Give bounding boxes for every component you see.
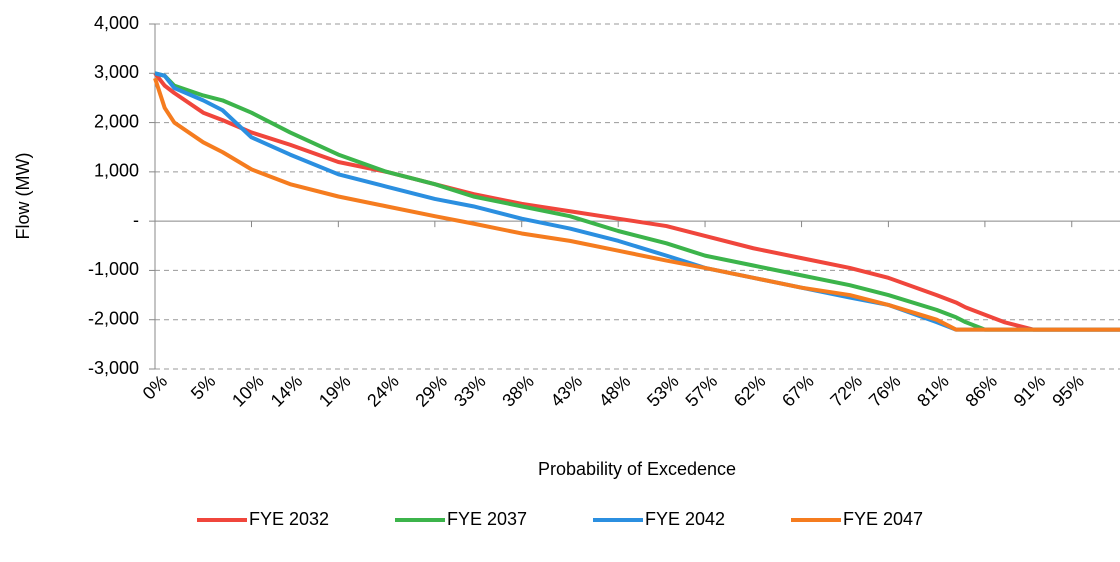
x-tick-label: 91%	[1010, 371, 1050, 411]
y-tick-label: 4,000	[94, 13, 139, 33]
series-line	[153, 72, 1120, 332]
series-line	[154, 71, 1120, 332]
x-tick-label: 0%	[139, 371, 172, 404]
x-tick-label: 43%	[547, 371, 587, 411]
y-tick-label: -	[133, 210, 139, 230]
x-tick-label: 62%	[730, 371, 770, 411]
x-tick-label: 53%	[643, 371, 683, 411]
series-line	[154, 71, 1120, 332]
x-tick-label: 57%	[682, 371, 722, 411]
x-tick-label: 5%	[187, 371, 220, 404]
y-tick-label: -1,000	[88, 259, 139, 279]
x-tick-label: 14%	[267, 371, 307, 411]
legend-label: FYE 2047	[843, 509, 923, 529]
x-tick-label: 72%	[826, 371, 866, 411]
series-line	[153, 77, 1120, 332]
x-tick-label: 95%	[1048, 371, 1088, 411]
y-tick-label: 1,000	[94, 161, 139, 181]
y-tick-label: 3,000	[94, 62, 139, 82]
x-tick-label: 48%	[595, 371, 635, 411]
x-tick-label: 19%	[315, 371, 355, 411]
x-tick-label: 86%	[961, 371, 1001, 411]
x-tick-label: 38%	[498, 371, 538, 411]
y-tick-label: -2,000	[88, 308, 139, 328]
legend-label: FYE 2032	[249, 509, 329, 529]
y-tick-label: -3,000	[88, 358, 139, 378]
legend-label: FYE 2037	[447, 509, 527, 529]
x-tick-label: 24%	[363, 371, 403, 411]
x-tick-label: 33%	[450, 371, 490, 411]
legend-label: FYE 2042	[645, 509, 725, 529]
x-tick-label: 76%	[865, 371, 905, 411]
y-axis-title: Flow (MW)	[13, 153, 33, 240]
x-axis-title: Probability of Excedence	[538, 459, 736, 479]
y-tick-label: 2,000	[94, 111, 139, 131]
x-tick-label: 81%	[913, 371, 953, 411]
x-tick-label: 10%	[228, 371, 268, 411]
x-tick-label: 29%	[411, 371, 451, 411]
x-tick-label: 67%	[778, 371, 818, 411]
